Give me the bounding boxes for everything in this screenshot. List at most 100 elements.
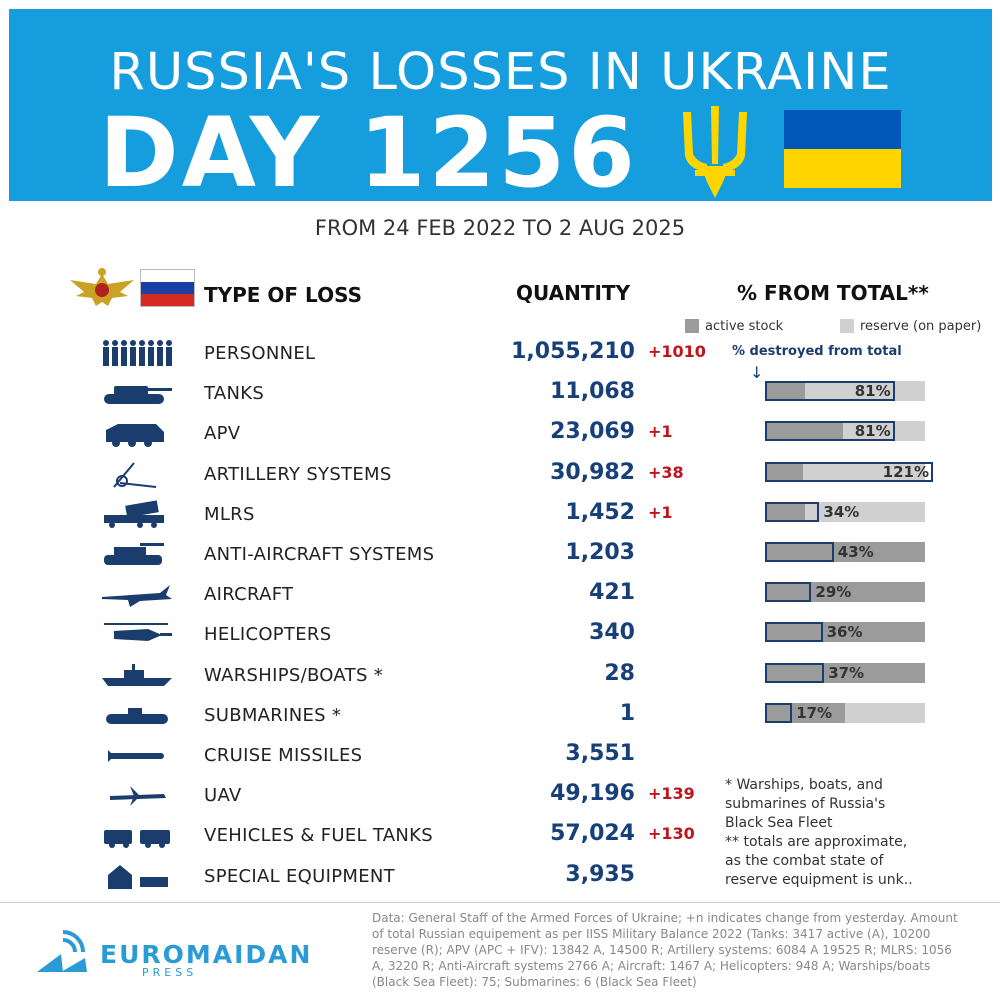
destroyed-share-bar <box>765 421 895 442</box>
quantity-value: 340 <box>589 620 635 646</box>
footnote-line: submarines of Russia's <box>725 796 886 812</box>
submarine-icon <box>106 707 168 724</box>
destroyed-share-bar <box>765 501 820 522</box>
loss-type-label: VEHICLES & FUEL TANKS <box>204 825 433 847</box>
quantity-value: 11,068 <box>550 379 635 405</box>
date-range: FROM 24 FEB 2022 TO 2 AUG 2025 <box>314 216 686 240</box>
quantity-value: 1,203 <box>565 540 635 565</box>
table-row: VEHICLES & FUEL TANKS 57,024 +130 <box>0 815 1000 855</box>
table-row: ARTILLERY SYSTEMS 30,982 +38 121% <box>0 454 1000 494</box>
artillery-icon <box>113 461 157 488</box>
daily-change-value: +1010 <box>648 342 706 361</box>
cruise-missile-icon <box>108 750 164 762</box>
destroyed-share-bar <box>765 461 933 482</box>
footnote-line: Black Sea Fleet <box>725 815 833 831</box>
active-stock-bar <box>765 421 844 442</box>
table-row: WARSHIPS/BOATS * 28 37% <box>0 655 1000 695</box>
percent-label: 17% <box>796 703 833 722</box>
active-stock-bar <box>765 582 925 603</box>
table-row: SPECIAL EQUIPMENT 3,935 <box>0 856 1000 896</box>
source-note: Data: General Staff of the Armed Forces … <box>372 911 958 989</box>
quantity-value: 1,055,210 <box>511 339 635 364</box>
helicopter-icon <box>104 623 172 642</box>
destroyed-share-bar <box>765 381 895 402</box>
percent-label: 121% <box>882 462 929 481</box>
quantity-value: 49,196 <box>550 781 635 807</box>
daily-change-value: +130 <box>648 824 695 844</box>
daily-change-value: +1 <box>648 422 673 442</box>
table-row: APV 23,069 +1 81% <box>0 413 1000 453</box>
destroyed-note: % destroyed from total <box>732 344 902 359</box>
table-row: SUBMARINES * 1 17% <box>0 695 1000 735</box>
column-percent-header: % FROM TOTAL** <box>737 281 929 305</box>
loss-type-label: SUBMARINES * <box>204 704 342 726</box>
quantity-value: 421 <box>589 580 635 606</box>
header-banner: RUSSIA'S LOSSES IN UKRAINE DAY 1256 <box>9 9 992 209</box>
active-stock-bar <box>765 501 805 522</box>
legend-active-label: active stock <box>705 319 784 334</box>
arrow-down-icon: ↓ <box>750 363 764 382</box>
footnote-line: * Warships, boats, and <box>725 777 883 793</box>
active-stock-bar <box>765 381 805 402</box>
russia-flag-icon <box>140 269 195 307</box>
euromaidan-logo-icon <box>37 930 87 972</box>
warship-icon <box>102 663 172 686</box>
daily-change-value: +1 <box>648 502 673 522</box>
percent-bar: 81% <box>765 421 925 442</box>
quantity-value: 3,551 <box>565 741 635 766</box>
logo-sub: PRESS <box>142 966 198 979</box>
active-stock-bar <box>765 461 804 482</box>
title-line-1: RUSSIA'S LOSSES IN UKRAINE <box>109 43 892 102</box>
daily-change-value: +139 <box>648 784 695 804</box>
table-row: MLRS 1,452 +1 34% <box>0 494 1000 534</box>
percent-bar: 36% <box>765 622 925 643</box>
table-row: CRUISE MISSILES 3,551 <box>0 735 1000 775</box>
footnote: * Warships, boats, and submarines of Rus… <box>725 776 950 890</box>
uav-icon <box>110 786 166 807</box>
percent-label: 36% <box>826 623 863 642</box>
footer-divider <box>0 902 1000 903</box>
legend-reserve-swatch <box>840 319 854 333</box>
tank-icon <box>104 386 172 405</box>
percent-label: 81% <box>854 382 891 401</box>
percent-label: 37% <box>828 663 865 682</box>
table-row: HELICOPTERS 340 36% <box>0 614 1000 654</box>
daily-change-value: +38 <box>648 462 684 482</box>
reserve-stock-bar <box>765 381 925 402</box>
loss-type-label: TANKS <box>204 383 265 405</box>
footnote-line: reserve equipment is unk.. <box>725 872 913 888</box>
footnote-line: ** totals are approximate, <box>725 834 908 850</box>
aircraft-icon <box>102 585 172 608</box>
vehicles-icon <box>104 830 170 849</box>
loss-type-label: APV <box>204 423 241 445</box>
active-stock-bar <box>765 542 925 562</box>
mlrs-icon <box>104 500 164 528</box>
quantity-value: 30,982 <box>550 459 635 485</box>
table-row: UAV 49,196 +139 <box>0 775 1000 815</box>
percent-bar: 17% <box>765 702 925 723</box>
quantity-value: 1 <box>619 700 635 726</box>
eagle-emblem-icon <box>70 268 134 306</box>
percent-bar: 29% <box>765 582 925 603</box>
table-row: PERSONNEL 1,055,210 +1010 <box>0 333 1000 373</box>
table-row: TANKS 11,068 81% <box>0 373 1000 413</box>
percent-label: 81% <box>854 422 891 441</box>
percent-bar: 34% <box>765 501 925 522</box>
apv-icon <box>106 424 164 448</box>
trident-icon <box>683 106 747 198</box>
percent-bar: 43% <box>765 542 925 562</box>
active-stock-bar <box>765 622 925 643</box>
special-equipment-icon <box>108 864 168 889</box>
quantity-value: 1,452 <box>565 499 635 525</box>
loss-type-label: PERSONNEL <box>204 343 316 364</box>
table-row: AIRCRAFT 421 29% <box>0 574 1000 614</box>
reserve-stock-bar <box>765 461 925 482</box>
quantity-value: 23,069 <box>550 419 635 445</box>
destroyed-share-bar <box>765 622 823 643</box>
loss-type-label: CRUISE MISSILES <box>204 745 363 766</box>
loss-type-label: ARTILLERY SYSTEMS <box>204 463 392 485</box>
active-stock-bar <box>765 702 845 723</box>
anti-aircraft-icon <box>104 543 164 565</box>
loss-type-label: MLRS <box>204 503 255 525</box>
active-stock-bar <box>765 662 925 683</box>
